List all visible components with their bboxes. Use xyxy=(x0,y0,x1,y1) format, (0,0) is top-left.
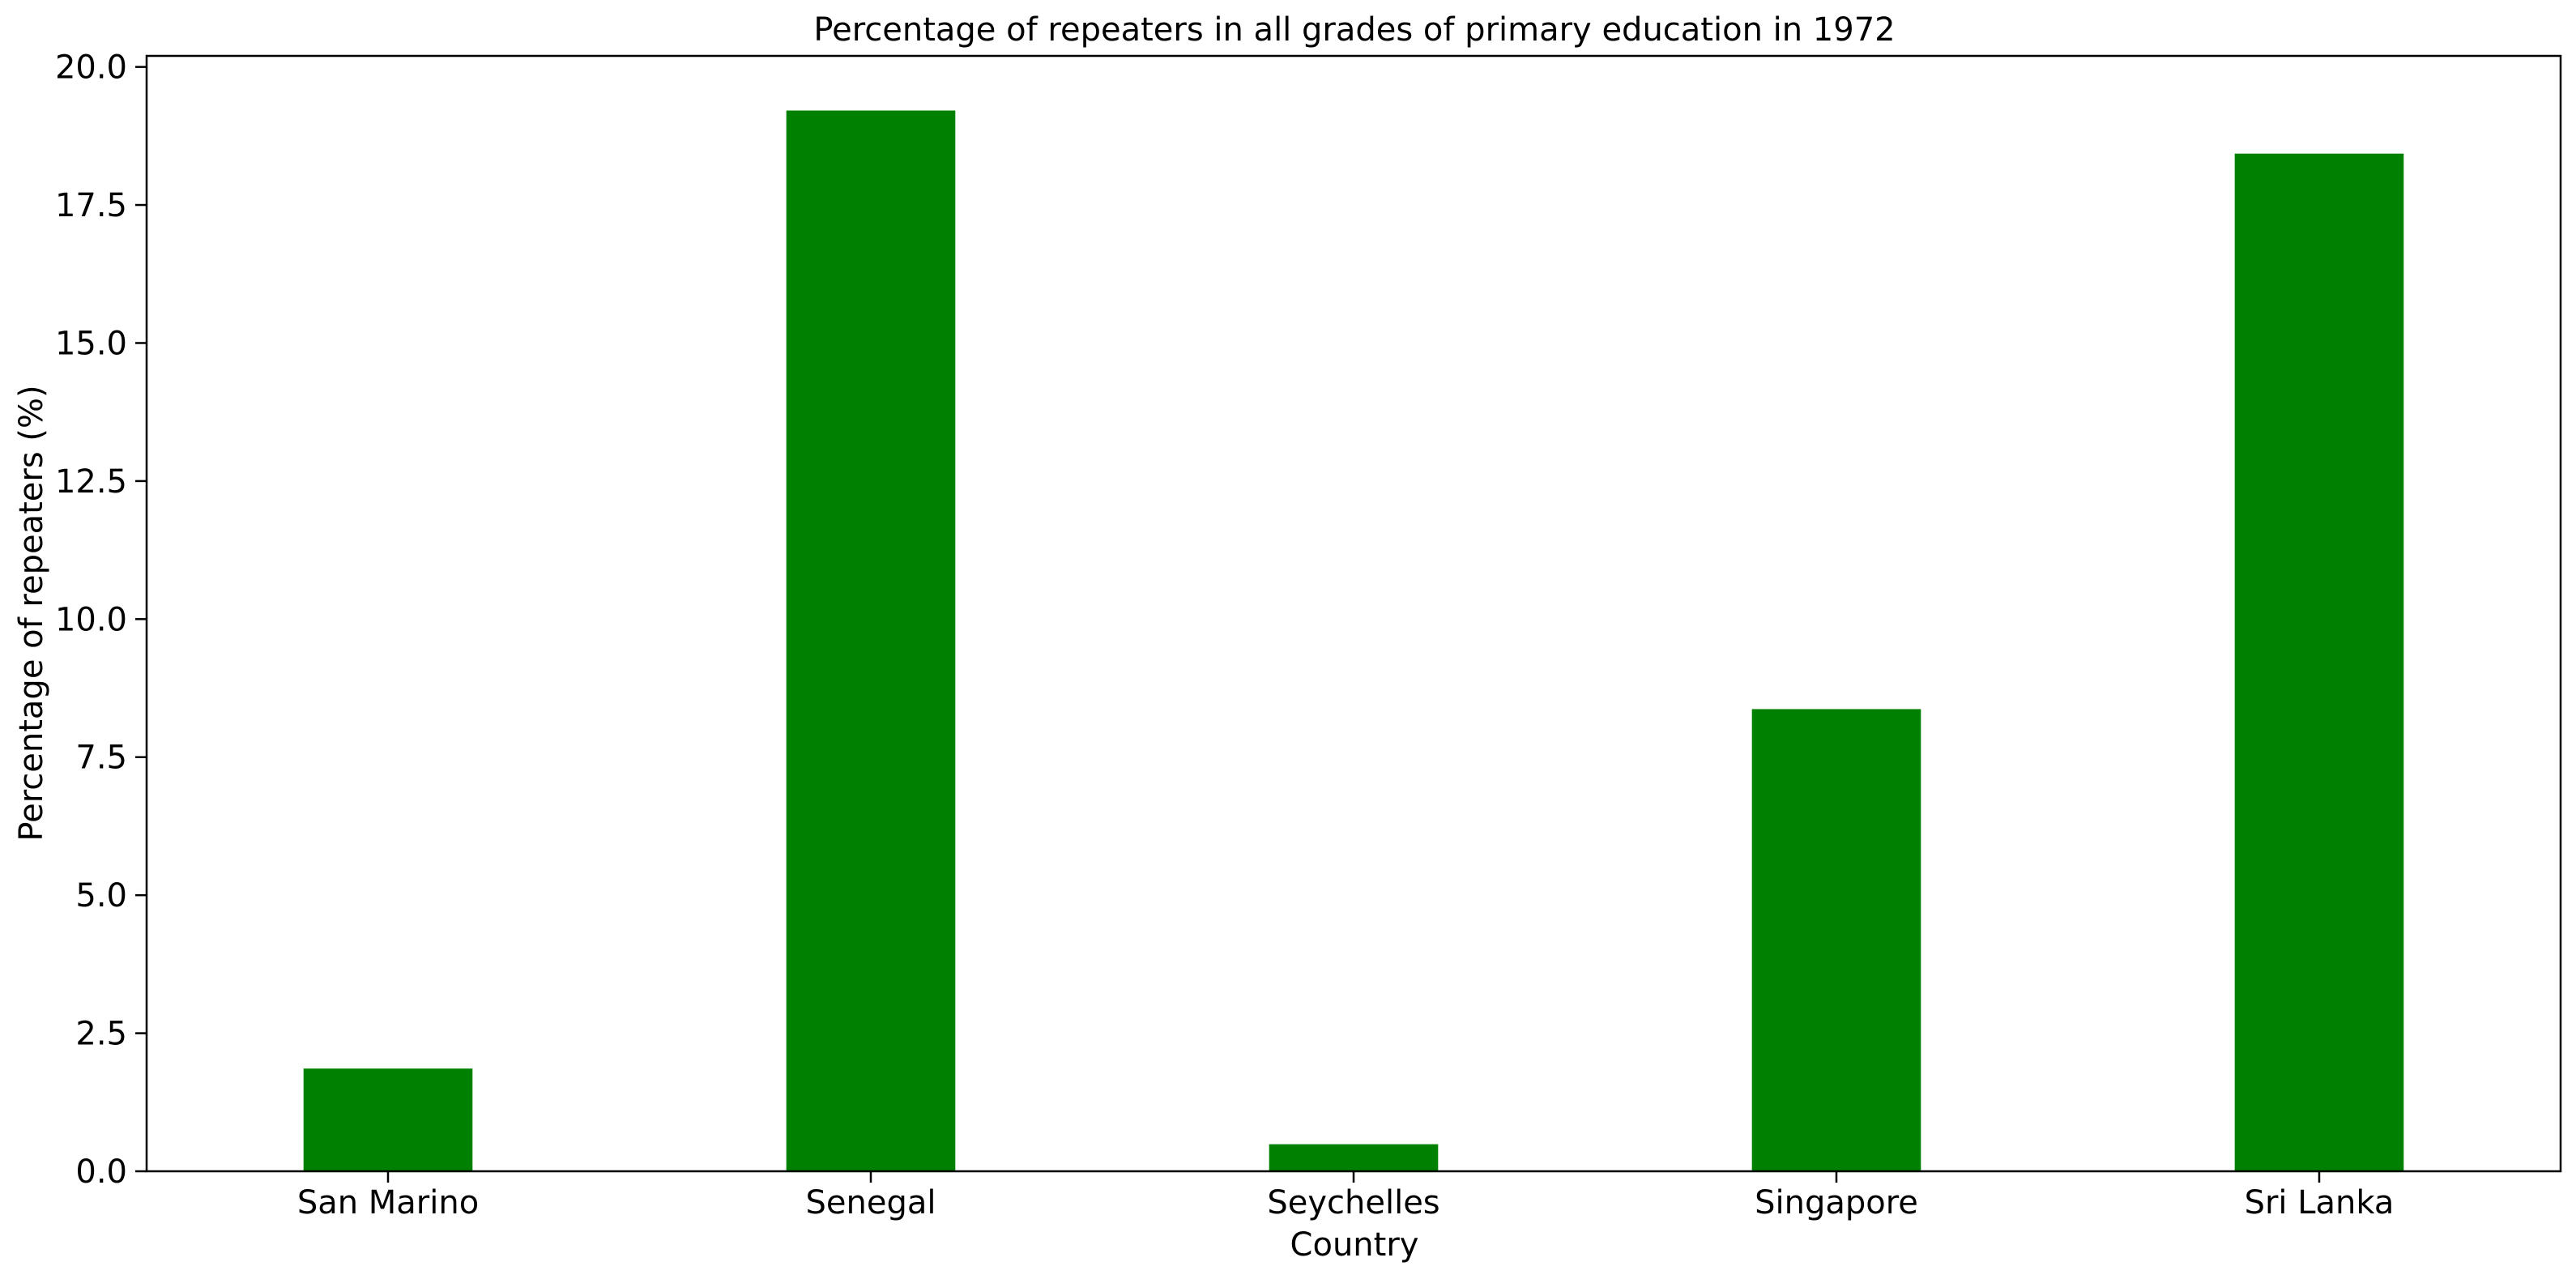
bar-san-marino xyxy=(303,1068,473,1171)
x-tick-label: Sri Lanka xyxy=(2245,1184,2395,1221)
bar-singapore xyxy=(1751,709,1921,1171)
y-tick-label: 0.0 xyxy=(75,1153,127,1191)
y-tick-label: 7.5 xyxy=(75,740,127,777)
y-tick-label: 5.0 xyxy=(75,877,127,914)
plot-frame xyxy=(145,54,2562,1173)
x-axis-label: Country xyxy=(1290,1226,1419,1264)
y-tick-label: 17.5 xyxy=(55,187,127,224)
x-tick-label: Singapore xyxy=(1755,1184,1918,1221)
x-tick-label: Seychelles xyxy=(1267,1184,1439,1221)
x-tick-label: San Marino xyxy=(297,1184,479,1221)
y-tick-label: 20.0 xyxy=(55,49,127,87)
y-axis-label: Percentage of repeaters (%) xyxy=(13,385,50,841)
y-tick-label: 15.0 xyxy=(55,325,127,362)
y-tick-label: 10.0 xyxy=(55,601,127,638)
plot-area: 0.0 2.5 5.0 7.5 10.0 12.5 15.0 17.5 20.0 San Mari… xyxy=(55,49,2562,1221)
chart-title: Percentage of repeaters in all grades of… xyxy=(813,11,1895,49)
bar-senegal xyxy=(786,110,956,1172)
bar-seychelles xyxy=(1269,1144,1439,1171)
y-tick-label: 12.5 xyxy=(55,463,127,501)
bar-sri-lanka xyxy=(2234,153,2404,1171)
y-tick-label: 2.5 xyxy=(75,1016,127,1053)
x-tick-label: Senegal xyxy=(806,1184,936,1221)
